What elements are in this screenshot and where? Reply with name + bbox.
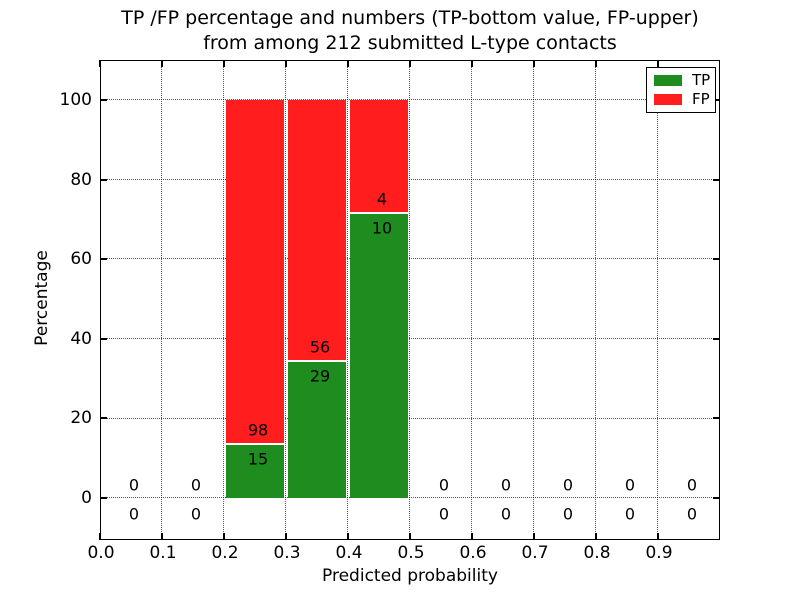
- chart-title-line-2: from among 212 submitted L-type contacts: [203, 32, 617, 54]
- x-tick-label: 0.2: [211, 543, 239, 563]
- zero-count-label-tp: 0: [500, 504, 512, 524]
- zero-count-label-tp: 0: [686, 504, 698, 524]
- legend-swatch-tp: [654, 74, 682, 86]
- y-tick-label: 80: [70, 169, 92, 190]
- bar-count-label-tp: 10: [371, 218, 393, 238]
- gridline-vertical: [471, 60, 473, 540]
- x-tick-mark: [285, 60, 287, 67]
- y-tick-mark: [713, 337, 720, 340]
- x-tick-label: 0.1: [149, 543, 177, 563]
- x-tick-mark: [657, 533, 659, 540]
- y-tick-label: 20: [70, 408, 92, 429]
- legend: TP FP: [646, 67, 716, 113]
- y-tick-mark: [100, 99, 107, 102]
- gridline-vertical: [223, 60, 225, 540]
- legend-swatch-fp: [654, 94, 682, 106]
- zero-count-label-tp: 0: [128, 504, 140, 524]
- gridline-vertical: [533, 60, 535, 540]
- zero-count-label-fp: 0: [438, 475, 450, 495]
- x-tick-mark: [409, 60, 411, 67]
- legend-item-fp: FP: [654, 92, 715, 107]
- x-tick-mark: [533, 60, 535, 67]
- zero-count-label-tp: 0: [190, 504, 202, 524]
- x-tick-mark: [471, 533, 473, 540]
- x-tick-mark: [223, 533, 225, 540]
- x-axis-label: Predicted probability: [322, 566, 498, 586]
- gridline-vertical: [161, 60, 163, 540]
- bar-segment-tp: [226, 445, 284, 498]
- y-tick-mark: [100, 337, 107, 340]
- legend-item-tp: TP: [654, 70, 715, 89]
- y-tick-mark: [713, 99, 720, 102]
- gridline-vertical: [409, 60, 411, 540]
- x-tick-label: 0.7: [521, 543, 549, 563]
- bar-segment-fp: [288, 100, 346, 363]
- zero-count-label-tp: 0: [624, 504, 636, 524]
- x-tick-label: 0.3: [273, 543, 301, 563]
- zero-count-label-fp: 0: [624, 475, 636, 495]
- x-tick-mark: [595, 533, 597, 540]
- gridline-vertical: [285, 60, 287, 540]
- x-tick-mark: [99, 60, 101, 67]
- y-tick-mark: [100, 496, 107, 499]
- y-axis-label: Percentage: [32, 250, 52, 346]
- bar-segment-tp: [288, 362, 346, 498]
- gridline-vertical: [657, 60, 659, 540]
- x-tick-mark: [161, 533, 163, 540]
- y-tick-mark: [713, 496, 720, 499]
- y-tick-label: 100: [59, 90, 92, 111]
- zero-count-label-fp: 0: [190, 475, 202, 495]
- legend-label-fp: FP: [692, 90, 710, 109]
- x-tick-mark: [161, 60, 163, 67]
- x-tick-mark: [409, 533, 411, 540]
- x-tick-label: 0.8: [583, 543, 611, 563]
- x-tick-mark: [285, 533, 287, 540]
- bar-count-label-fp: 56: [309, 337, 331, 357]
- gridline-vertical: [595, 60, 597, 540]
- x-tick-mark: [471, 60, 473, 67]
- y-tick-mark: [713, 417, 720, 420]
- plot-area: [99, 60, 720, 540]
- y-tick-mark: [100, 258, 107, 261]
- bar-count-label-fp: 4: [376, 189, 388, 209]
- bar-segment-fp: [226, 100, 284, 446]
- zero-count-label-fp: 0: [562, 475, 574, 495]
- y-tick-mark: [100, 417, 107, 420]
- gridline-vertical: [347, 60, 349, 540]
- y-tick-label: 40: [70, 328, 92, 349]
- x-tick-mark: [657, 60, 659, 67]
- x-tick-mark: [99, 533, 101, 540]
- bar-count-label-fp: 98: [247, 420, 269, 440]
- bar-segment-tp: [350, 213, 408, 498]
- zero-count-label-tp: 0: [562, 504, 574, 524]
- bar-segment-fp: [350, 100, 408, 214]
- legend-label-tp: TP: [692, 70, 711, 89]
- y-tick-label: 0: [81, 487, 92, 508]
- x-tick-mark: [347, 60, 349, 67]
- zero-count-label-fp: 0: [686, 475, 698, 495]
- bar-count-label-tp: 15: [247, 449, 269, 469]
- bar-count-label-tp: 29: [309, 366, 331, 386]
- chart-title-line-1: TP /FP percentage and numbers (TP-bottom…: [121, 7, 699, 29]
- chart-title: TP /FP percentage and numbers (TP-bottom…: [100, 6, 720, 56]
- y-tick-label: 60: [70, 249, 92, 270]
- zero-count-label-fp: 0: [128, 475, 140, 495]
- x-tick-mark: [223, 60, 225, 67]
- x-tick-label: 0.6: [459, 543, 487, 563]
- x-tick-mark: [347, 533, 349, 540]
- x-tick-label: 0.9: [645, 543, 673, 563]
- x-tick-label: 0.4: [335, 543, 363, 563]
- x-tick-label: 0.0: [87, 543, 115, 563]
- y-tick-mark: [713, 178, 720, 181]
- x-tick-label: 0.5: [397, 543, 425, 563]
- zero-count-label-tp: 0: [438, 504, 450, 524]
- zero-count-label-fp: 0: [500, 475, 512, 495]
- x-tick-mark: [595, 60, 597, 67]
- y-tick-mark: [713, 258, 720, 261]
- x-tick-mark: [533, 533, 535, 540]
- y-tick-mark: [100, 178, 107, 181]
